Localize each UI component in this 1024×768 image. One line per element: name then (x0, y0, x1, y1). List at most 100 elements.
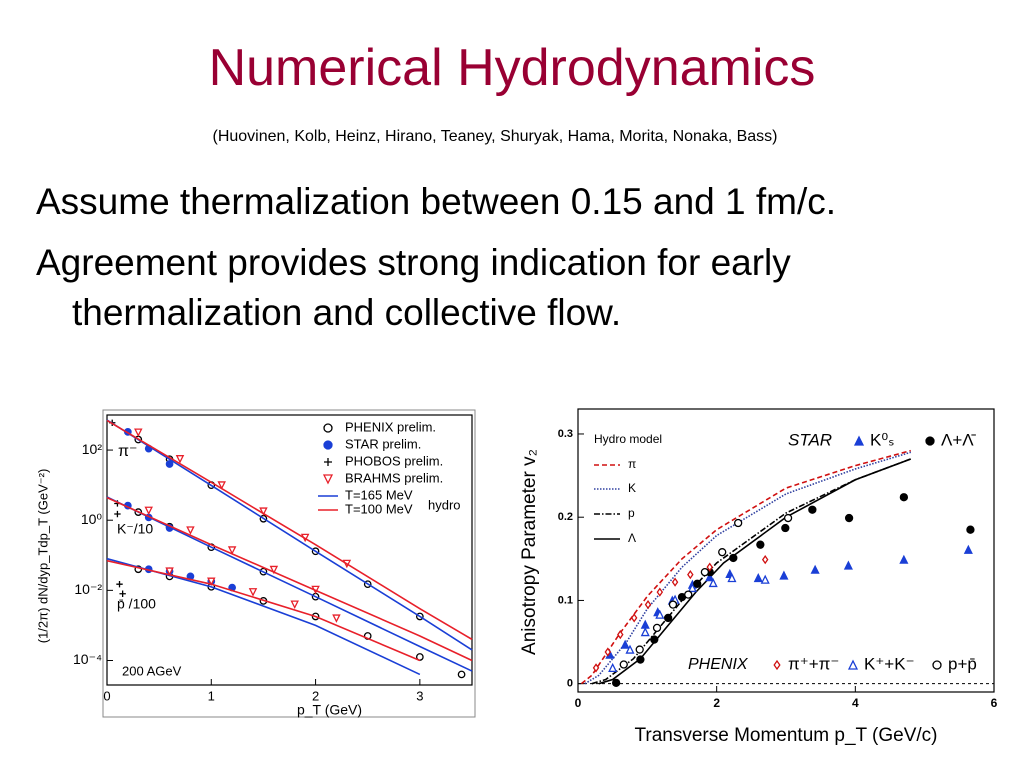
legend-marker (324, 458, 332, 466)
marker (144, 506, 153, 516)
marker (652, 623, 662, 633)
marker (963, 544, 973, 554)
legend-label: π (628, 457, 636, 471)
marker (687, 583, 697, 593)
marker (640, 627, 650, 637)
marker (655, 609, 665, 619)
legend-marker (322, 474, 334, 485)
marker (781, 523, 790, 533)
legend-label: Λ+Λ̄ (941, 430, 977, 449)
marker (165, 460, 174, 468)
marker (671, 577, 679, 587)
curve (584, 451, 912, 685)
marker (217, 481, 226, 490)
slide-title: Numerical Hydrodynamics (208, 39, 816, 97)
marker (729, 553, 738, 563)
plot-frame (577, 408, 995, 693)
marker (290, 600, 299, 609)
marker (604, 647, 612, 657)
marker (640, 619, 650, 629)
bullet: Assume thermalization between 0.15 and 1… (36, 181, 837, 222)
marker (687, 570, 694, 580)
legend-label: T=165 MeV (345, 487, 413, 502)
annotation: p̄ /100 (117, 596, 156, 612)
legend-marker (773, 659, 781, 671)
marker (756, 540, 765, 549)
marker (259, 507, 268, 516)
y-tick-label: 10⁻² (74, 581, 102, 597)
legend-marker (932, 660, 942, 670)
legend-label: T=100 MeV (345, 501, 413, 516)
marker (248, 588, 258, 597)
annotation: π⁻ (118, 443, 137, 460)
legend-marker (847, 659, 859, 670)
marker (966, 525, 975, 534)
legend-label: p (628, 506, 635, 520)
marker (656, 587, 664, 597)
marker (630, 613, 638, 623)
marker (808, 505, 817, 514)
marker (899, 493, 909, 502)
annotation: STAR (788, 430, 832, 449)
y-tick-label: 0.1 (558, 594, 573, 606)
marker (332, 614, 341, 623)
marker (619, 660, 628, 669)
marker (592, 663, 600, 673)
y-tick-label: 10⁰ (81, 511, 103, 527)
marker (134, 428, 143, 438)
marker (761, 555, 769, 565)
legend-marker (853, 435, 865, 446)
legend-label: Λ (628, 531, 636, 545)
marker (175, 455, 185, 464)
marker (636, 655, 645, 664)
x-tick-label: 0 (103, 688, 110, 703)
marker (165, 567, 174, 576)
marker (706, 562, 713, 572)
x-tick-label: 2 (713, 696, 720, 710)
marker (635, 645, 644, 654)
marker (186, 526, 195, 535)
marker (650, 635, 659, 644)
y-tick-label: 0.2 (558, 511, 573, 523)
marker (119, 590, 126, 597)
marker (708, 578, 718, 588)
legend-label: π⁺+π⁻ (788, 654, 839, 673)
marker (734, 518, 743, 528)
x-tick-label: 2 (312, 688, 319, 703)
y-tick-label: 10⁻⁴ (73, 651, 102, 667)
legend-label: p+p̄ (948, 654, 977, 673)
annotation: 200 AGeV (122, 663, 182, 678)
annotation: Hydro model (594, 432, 662, 446)
x-tick-label: 0 (575, 696, 582, 710)
x-axis-label: p_T (GeV) (297, 702, 362, 718)
y-tick-label: 10² (82, 441, 103, 457)
marker (116, 580, 123, 588)
legend-marker (323, 440, 333, 450)
marker (843, 560, 853, 570)
marker (620, 639, 630, 649)
marker (753, 573, 763, 583)
marker (899, 554, 909, 564)
legend-label: K⁺+K⁻ (864, 654, 915, 673)
marker (457, 670, 466, 679)
marker (760, 574, 770, 584)
x-tick-label: 6 (991, 696, 998, 710)
annotation: K⁻/10 (117, 521, 153, 537)
marker (227, 546, 237, 555)
marker (700, 567, 710, 577)
plot-frame (106, 414, 473, 686)
curve (580, 449, 912, 685)
marker (668, 600, 678, 609)
y-axis-label: Anisotropy Parameter v₂ (519, 449, 540, 655)
y-tick-label: 0.3 (558, 428, 573, 440)
marker (269, 565, 279, 575)
bullet: Agreement provides strong indication for… (36, 242, 791, 333)
x-tick-label: 4 (852, 696, 859, 710)
slide-subtitle: (Huovinen, Kolb, Heinz, Hirano, Teaney, … (212, 128, 778, 145)
x-tick-label: 1 (208, 688, 215, 703)
legend-label: PHOBOS prelim. (345, 453, 443, 468)
x-axis-label: Transverse Momentum p_T (GeV/c) (634, 725, 937, 746)
x-tick-label: 3 (416, 688, 423, 703)
legend-label: K⁰ₛ (870, 430, 895, 449)
